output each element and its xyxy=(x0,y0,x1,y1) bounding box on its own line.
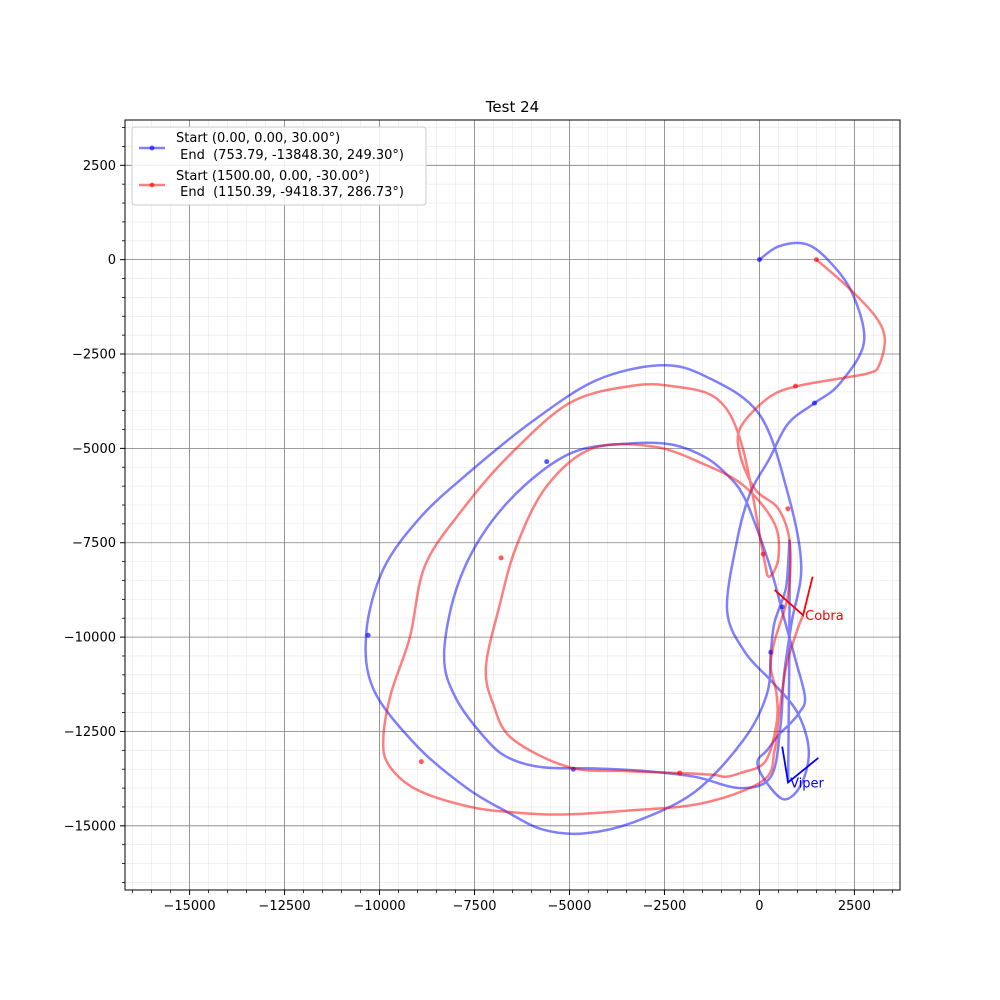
series-2-marker xyxy=(418,759,424,765)
x-tick-label: −5000 xyxy=(547,899,591,914)
legend: Start (0.00, 0.00, 30.00°) End (753.79, … xyxy=(131,126,427,206)
x-tick-label: −10000 xyxy=(353,899,405,914)
plot-area: Cobra Viper xyxy=(124,119,901,891)
series-1-marker xyxy=(812,400,818,406)
legend-label-series-1-line-1: Start (0.00, 0.00, 30.00°) xyxy=(176,131,340,146)
heading-indicator-cobra xyxy=(774,576,814,617)
legend-marker-series-1 xyxy=(149,145,155,151)
legend-label-series-2-line-2: End (1150.39, -9418.37, 286.73°) xyxy=(176,185,404,200)
y-tick-label: 0 xyxy=(108,253,116,268)
x-tick-label: −12500 xyxy=(258,899,310,914)
series-2-path xyxy=(381,258,887,816)
legend-label-series-2-line-1: Start (1500.00, 0.00, -30.00°) xyxy=(176,169,370,184)
y-tick-label: −5000 xyxy=(72,442,116,457)
y-tick-label: −15000 xyxy=(64,819,116,834)
annotation-label-viper: Viper xyxy=(790,776,824,791)
annotation-layer: Cobra Viper xyxy=(774,576,844,791)
legend-marker-series-2 xyxy=(149,182,155,188)
series-2-marker xyxy=(760,551,766,557)
y-tick-label: −2500 xyxy=(72,348,116,363)
series-2-marker xyxy=(793,383,799,389)
y-tick-label: −12500 xyxy=(64,725,116,740)
x-tick-label: −7500 xyxy=(453,899,497,914)
chart-title: Test 24 xyxy=(485,98,539,116)
series-1-marker xyxy=(756,257,762,263)
y-axis: 2500 0 −2500 −5000 −7500 −10000 −12500 −15000 xyxy=(64,127,125,883)
x-axis: −15000 −12500 −10000 −7500 −5000 −2500 0 2500 xyxy=(132,890,893,914)
legend-box xyxy=(131,126,427,206)
series-layer xyxy=(364,241,887,836)
y-tick-label: −10000 xyxy=(64,631,116,646)
y-tick-label: −7500 xyxy=(72,536,116,551)
heading-indicator-viper xyxy=(781,746,819,785)
x-tick-label: −2500 xyxy=(642,899,686,914)
series-2-marker xyxy=(813,257,819,263)
series-1-path xyxy=(364,241,866,836)
series-2-marker xyxy=(785,506,791,512)
major-grid xyxy=(125,120,900,890)
x-tick-label: −15000 xyxy=(163,899,215,914)
legend-label-series-1-line-2: End (753.79, -13848.30, 249.30°) xyxy=(176,148,404,163)
series-2-marker xyxy=(498,555,504,561)
y-tick-label: 2500 xyxy=(83,159,116,174)
series-1-marker xyxy=(544,459,550,465)
annotation-label-cobra: Cobra xyxy=(805,609,844,624)
x-tick-label: 2500 xyxy=(838,899,871,914)
series-1-marker xyxy=(365,632,371,638)
series-2-marker xyxy=(677,770,683,776)
series-1-marker xyxy=(779,604,785,610)
x-tick-label: 0 xyxy=(755,899,763,914)
